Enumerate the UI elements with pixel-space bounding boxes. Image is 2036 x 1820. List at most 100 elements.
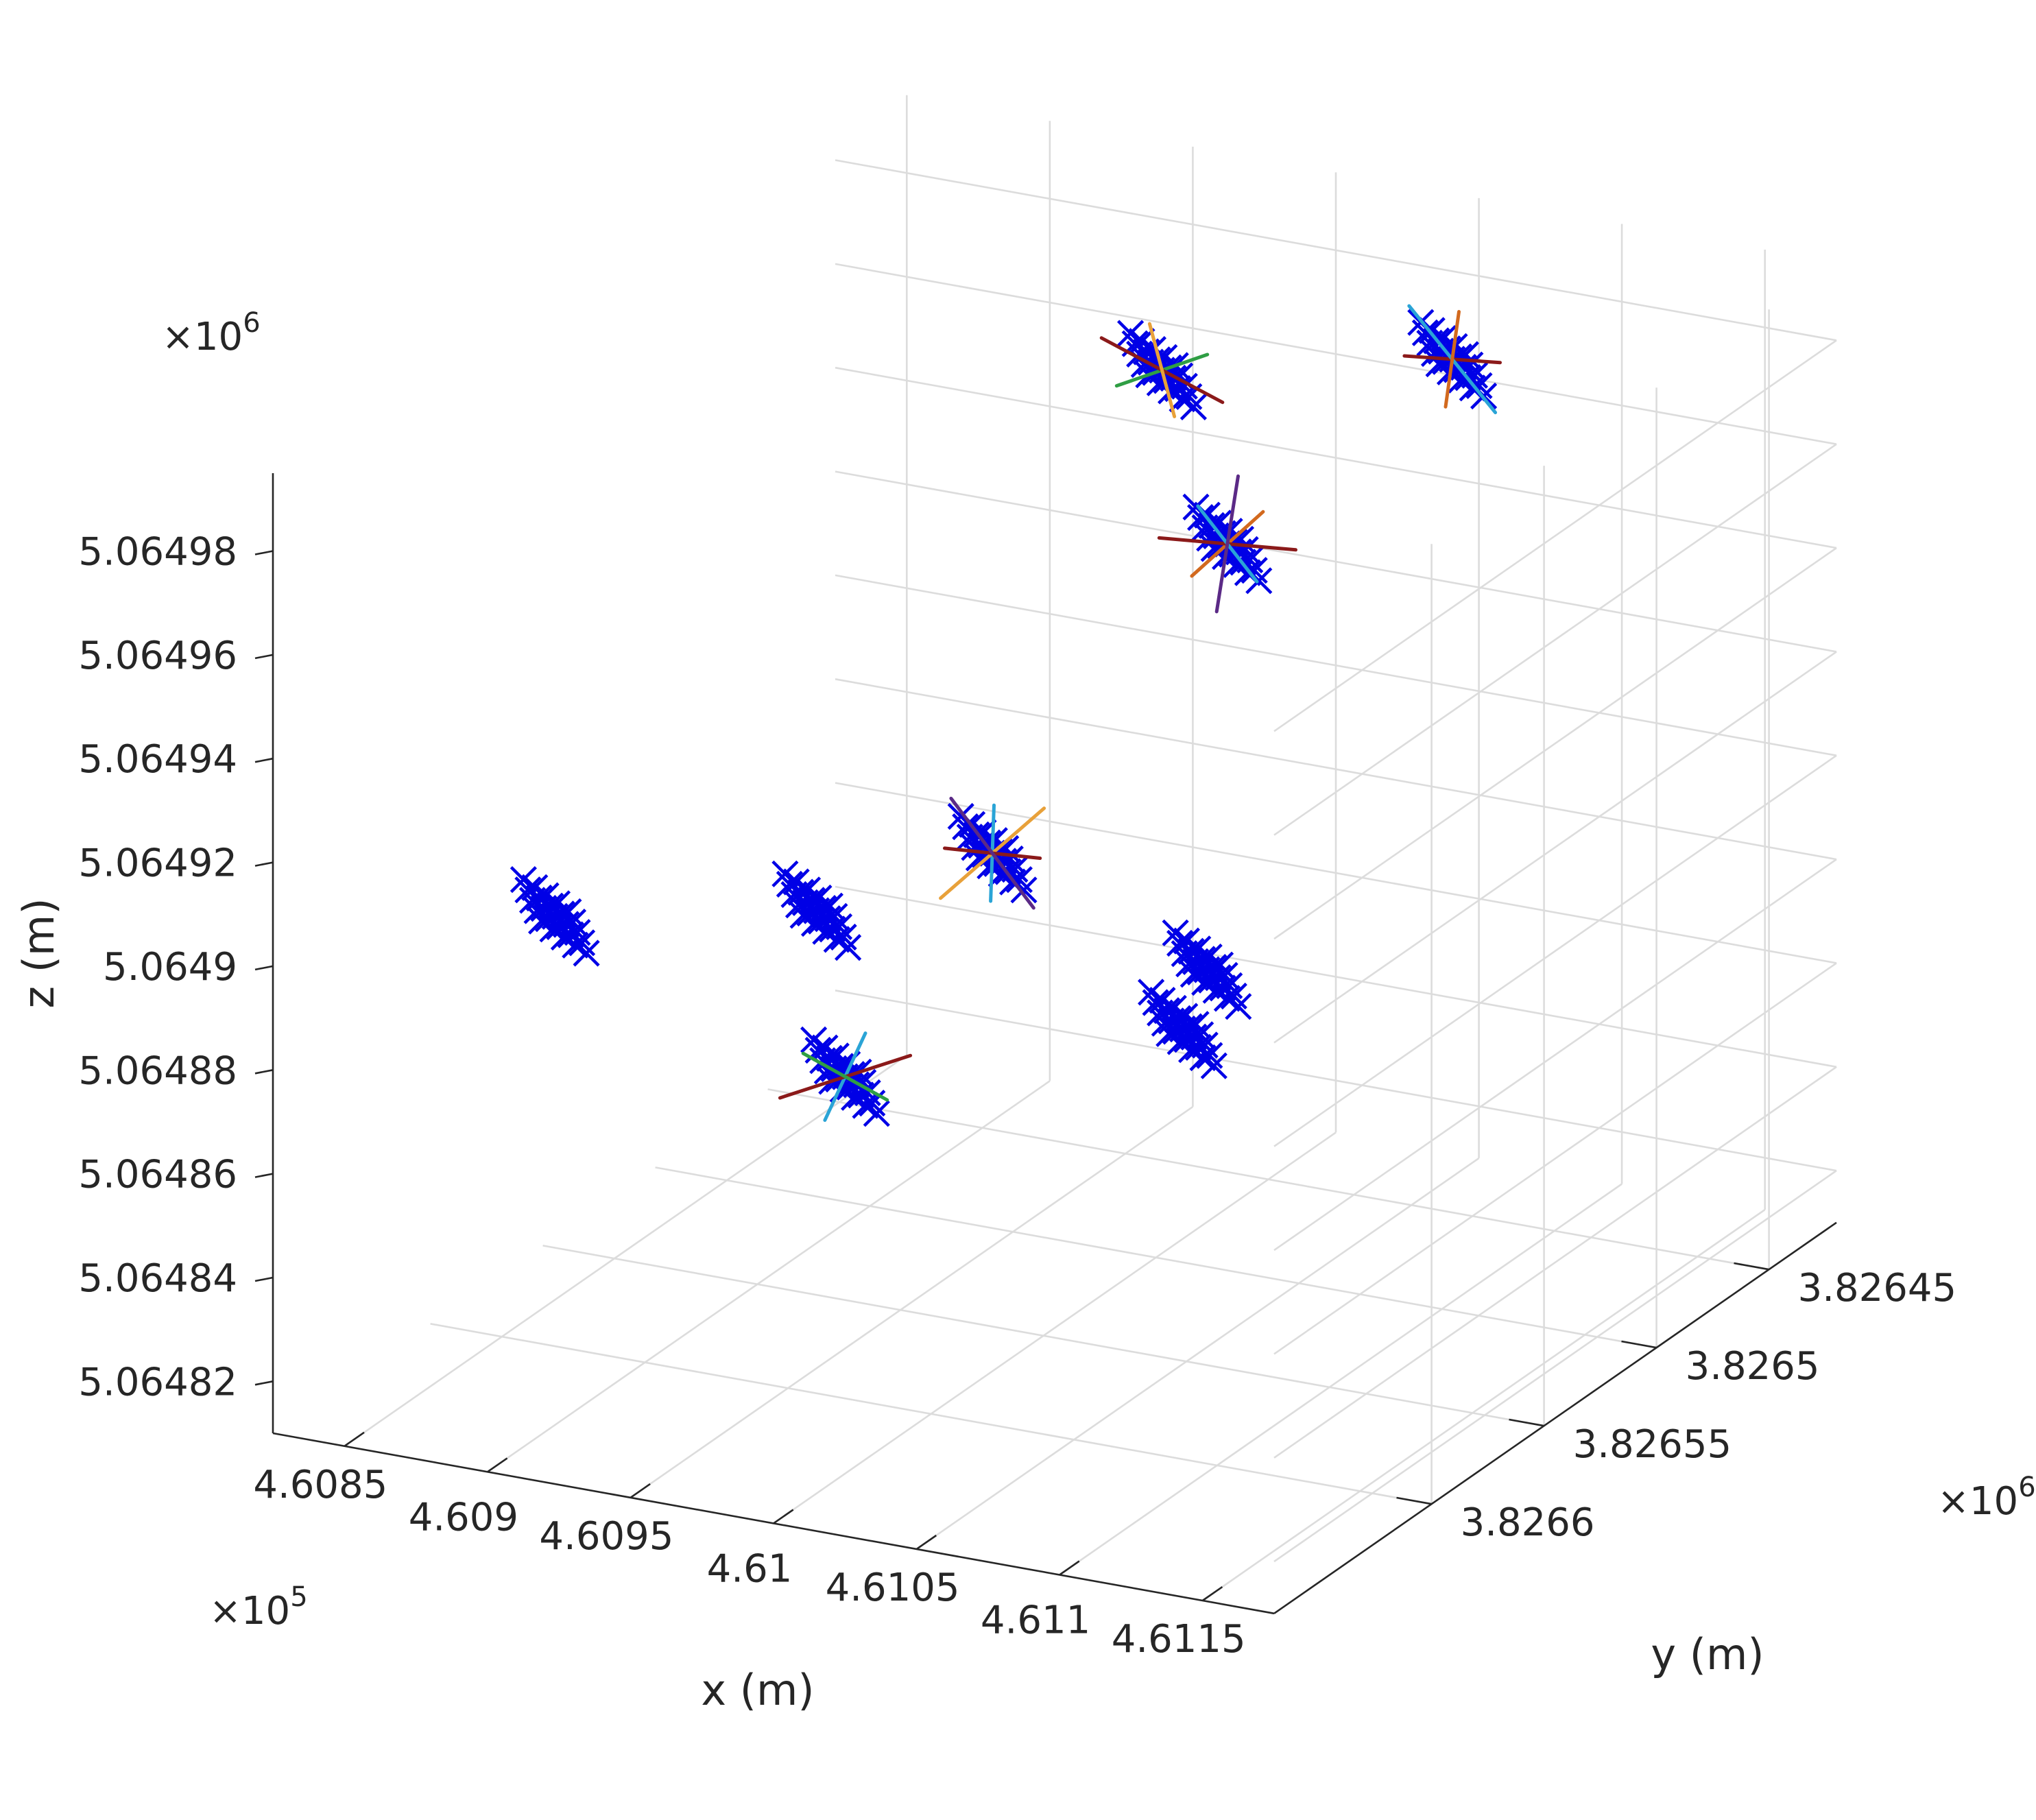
data-point — [1225, 993, 1252, 1020]
data-point — [1138, 979, 1165, 1006]
point-cluster — [771, 860, 862, 961]
point-cluster — [510, 866, 600, 967]
axis-layer: 4.6085 4.609 4.6095 4.61 4.6105 4.611 4.6115 3.… — [78, 473, 1956, 1662]
data-point — [1182, 1011, 1210, 1038]
data-point — [510, 866, 537, 894]
x-tick-label: 4.6085 — [253, 1463, 387, 1507]
y-tick-mark — [1396, 1496, 1432, 1505]
x-tick-mark — [1059, 1560, 1080, 1576]
data-point — [805, 884, 833, 912]
y-tick-mark — [1734, 1262, 1769, 1271]
grid-line — [1273, 754, 1837, 1147]
grid-line — [1273, 1066, 1837, 1459]
data-point — [863, 1100, 890, 1127]
data-point — [555, 898, 582, 926]
data-point — [1173, 927, 1200, 955]
data-point — [816, 892, 843, 920]
y-axis-line — [1273, 1221, 1837, 1614]
x-tick-label: 4.6115 — [1112, 1617, 1246, 1662]
data-point — [1207, 951, 1234, 979]
grid-line — [773, 1131, 1337, 1524]
x-tick-mark — [630, 1483, 651, 1498]
data-point — [835, 934, 862, 961]
data-point — [1117, 320, 1145, 347]
grid-line — [835, 159, 1837, 342]
point-cluster — [1402, 304, 1502, 415]
z-tick-mark — [254, 1276, 274, 1282]
x-tick-mark — [1201, 1586, 1223, 1602]
data-point — [543, 890, 571, 918]
y-axis-title: y (m) — [1651, 1629, 1764, 1679]
grid-line — [1273, 339, 1837, 732]
point-cluster — [1138, 979, 1227, 1079]
z-tick-label: 5.06488 — [78, 1049, 237, 1093]
data-point — [782, 868, 810, 896]
data-point — [800, 1026, 828, 1053]
data-point — [981, 827, 1008, 854]
x-tick-label: 4.611 — [981, 1599, 1090, 1643]
x-tick-label: 4.6095 — [539, 1514, 673, 1559]
data-point — [1149, 987, 1176, 1014]
z-axis-multiplier: ×106 — [162, 307, 261, 359]
z-tick-mark — [254, 1380, 274, 1386]
x-tick-mark — [773, 1509, 794, 1524]
data-point — [1139, 336, 1166, 363]
grid-line — [915, 1157, 1480, 1550]
z-tick-mark — [254, 1069, 274, 1075]
grid-line — [767, 1088, 1769, 1271]
track-line — [949, 796, 1035, 910]
grid-line — [835, 574, 1837, 756]
grid-line — [1273, 547, 1837, 940]
grid-line — [1273, 651, 1837, 1044]
track-line — [1214, 474, 1240, 614]
grid-layer — [344, 95, 1837, 1602]
z-tick-mark — [254, 965, 274, 971]
marks-layer — [510, 304, 1502, 1127]
track-line — [801, 1051, 889, 1102]
z-axis-title: z (m) — [14, 898, 64, 1008]
grid-line — [835, 990, 1837, 1172]
point-cluster — [1162, 919, 1252, 1020]
data-point — [532, 882, 560, 909]
grid-line — [1273, 443, 1837, 836]
x-tick-mark — [344, 1431, 365, 1447]
data-point — [1162, 919, 1189, 946]
data-point — [573, 939, 600, 967]
y-tick-label: 3.82655 — [1573, 1422, 1732, 1467]
grid-line — [430, 1323, 1432, 1505]
data-point — [794, 876, 822, 904]
grid-line — [542, 1245, 1544, 1427]
point-cluster — [778, 1026, 913, 1127]
data-point — [521, 874, 549, 901]
grid-line — [835, 885, 1837, 1068]
data-point — [822, 1042, 850, 1070]
data-point — [1430, 325, 1457, 352]
grid-line — [344, 1054, 908, 1447]
x-tick-label: 4.609 — [409, 1495, 518, 1540]
grid-line — [835, 678, 1837, 861]
track-line — [1444, 310, 1461, 409]
z-tick-label: 5.06486 — [78, 1153, 237, 1197]
z-tick-mark — [254, 757, 274, 763]
y-tick-mark — [1621, 1340, 1657, 1349]
point-cluster — [1099, 320, 1225, 420]
z-tick-mark — [254, 550, 274, 555]
grid-line — [630, 1105, 1194, 1498]
track-line — [1147, 322, 1177, 418]
data-point — [1184, 935, 1212, 963]
z-tick-label: 5.06482 — [78, 1360, 237, 1404]
z-tick-mark — [254, 654, 274, 660]
z-tick-label: 5.06496 — [78, 634, 237, 678]
grid-line — [1273, 1170, 1837, 1563]
data-point — [1200, 1052, 1227, 1079]
z-tick-label: 5.06498 — [78, 530, 237, 575]
x-tick-label: 4.6105 — [826, 1566, 960, 1610]
grid-line — [487, 1080, 1051, 1473]
grid-line — [1201, 1208, 1766, 1602]
z-tick-mark — [254, 861, 274, 867]
z-tick-label: 5.06484 — [78, 1256, 237, 1301]
x-axis-title: x (m) — [701, 1665, 814, 1715]
data-point — [1195, 943, 1223, 971]
y-tick-label: 3.8265 — [1686, 1344, 1820, 1389]
